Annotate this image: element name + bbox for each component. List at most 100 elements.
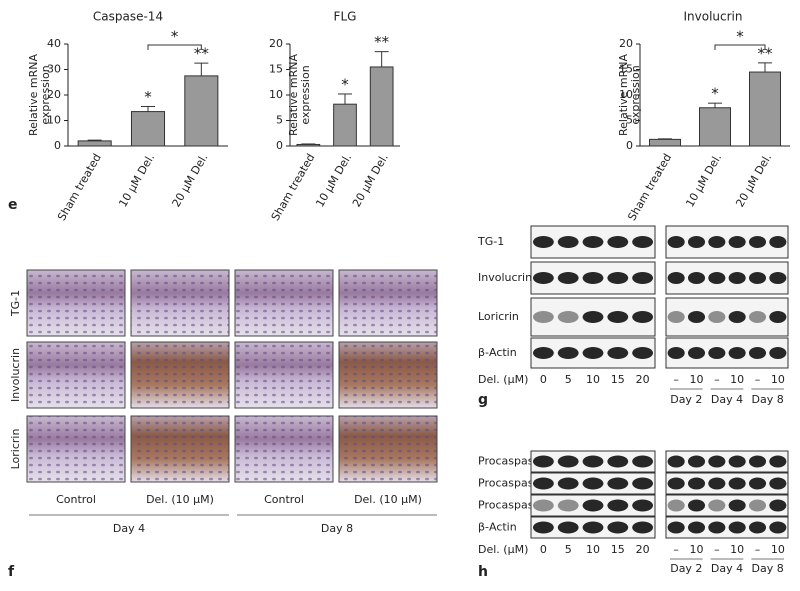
row-label: β-Actin	[478, 521, 517, 534]
band	[582, 455, 604, 468]
band	[708, 347, 726, 359]
day-label: Day 4	[711, 562, 743, 575]
band	[582, 499, 604, 512]
lane-label: –	[755, 543, 761, 556]
band	[557, 499, 579, 512]
band	[748, 455, 767, 468]
band	[582, 272, 604, 284]
band	[748, 272, 767, 284]
band	[532, 521, 554, 534]
band	[557, 236, 579, 248]
lane-label: –	[714, 543, 720, 556]
micrograph-cells	[235, 270, 333, 336]
dose-label: 15	[611, 373, 625, 386]
y-axis-label: expression	[299, 65, 312, 124]
micrograph-cells	[131, 416, 229, 482]
band	[582, 521, 604, 534]
band	[687, 521, 706, 534]
y-tick-label: 5	[276, 114, 283, 127]
column-label: Control	[264, 493, 304, 506]
micrograph-cells	[235, 342, 333, 408]
band	[708, 272, 726, 284]
micrograph-cells	[339, 270, 437, 336]
band	[667, 477, 685, 490]
dose-axis-label: Del. (µM)	[478, 543, 528, 556]
blot	[665, 337, 789, 369]
blot	[665, 225, 789, 259]
day-label: Day 8	[752, 393, 784, 406]
dose-label: 0	[540, 373, 547, 386]
dose-label: 10	[586, 373, 600, 386]
panel-label: h	[478, 564, 488, 580]
significance: *	[711, 85, 719, 103]
lane-label: –	[673, 543, 679, 556]
band	[532, 499, 554, 512]
x-tick-label: 20 µM Del.	[350, 152, 391, 210]
band	[632, 499, 654, 512]
band	[532, 236, 554, 248]
bar	[649, 138, 681, 147]
lane-label: 10	[771, 543, 785, 556]
y-axis-label: expression	[629, 65, 642, 124]
band	[687, 455, 706, 468]
band	[532, 272, 554, 284]
panel-label: g	[478, 392, 488, 408]
band	[607, 521, 629, 534]
lane-label: –	[755, 373, 761, 386]
dose-label: 20	[636, 543, 650, 556]
panel-label: e	[8, 197, 18, 213]
band	[769, 347, 787, 359]
significance: *	[341, 75, 349, 93]
bar	[296, 143, 321, 147]
band	[667, 521, 685, 534]
band	[708, 311, 726, 323]
band	[748, 347, 767, 359]
significance-bracket	[714, 44, 766, 50]
band	[728, 311, 746, 323]
band	[582, 236, 604, 248]
row-label: β-Actin	[478, 346, 517, 359]
band	[607, 311, 629, 323]
bar	[77, 140, 112, 147]
band	[607, 477, 629, 490]
band	[748, 477, 767, 490]
significance: *	[736, 28, 744, 46]
band	[667, 455, 685, 468]
micrograph-cells	[27, 416, 125, 482]
band	[557, 311, 579, 323]
y-tick-label: 0	[54, 139, 61, 152]
band	[687, 499, 706, 512]
day-label: Day 8	[321, 522, 353, 535]
band	[708, 477, 726, 490]
band	[728, 499, 746, 512]
band	[748, 499, 767, 512]
x-tick-label: Sham treated	[55, 152, 104, 224]
significance-bracket	[147, 44, 202, 50]
significance: *	[144, 88, 152, 106]
y-axis-label: Relative mRNA	[617, 54, 630, 136]
y-tick-label: 0	[276, 139, 283, 152]
column-label: Control	[56, 493, 96, 506]
band	[532, 347, 554, 359]
lane-label: 10	[771, 373, 785, 386]
blot	[665, 297, 789, 337]
micrograph-cells	[339, 342, 437, 408]
blot	[665, 261, 789, 295]
row-label: TG-1	[477, 235, 504, 248]
dose-label: 5	[565, 543, 572, 556]
column-label: Del. (10 µM)	[146, 493, 214, 506]
band	[708, 521, 726, 534]
dose-label: 20	[636, 373, 650, 386]
y-tick-label: 20	[269, 37, 283, 50]
micrograph-cells	[131, 270, 229, 336]
row-label: TG-1	[9, 290, 22, 317]
dose-label: 5	[565, 373, 572, 386]
band	[632, 311, 654, 323]
y-tick-label: 15	[269, 63, 283, 76]
band	[632, 477, 654, 490]
row-label: Loricrin	[9, 429, 22, 470]
band	[728, 477, 746, 490]
column-label: Del. (10 µM)	[354, 493, 422, 506]
y-tick-label: 0	[626, 139, 633, 152]
day-label: Day 8	[752, 562, 784, 575]
